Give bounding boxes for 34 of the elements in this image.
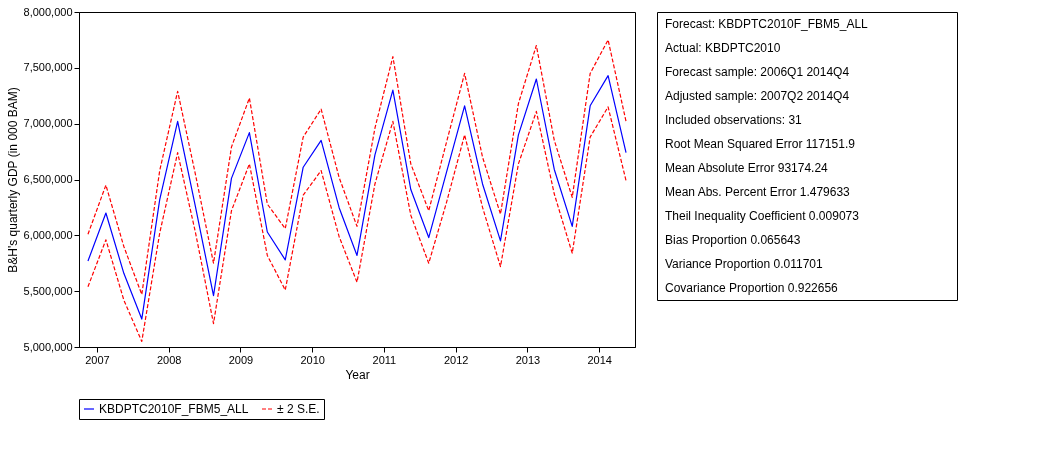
legend-label: KBDPTC2010F_FBM5_ALL [99,402,249,416]
x-tick-label: 2008 [156,353,182,366]
legend-label: ± 2 S.E. [277,402,320,416]
text: Mean Abs. Percent Error 1.479633 [665,185,851,199]
x-tick-label: 2010 [300,353,325,366]
line-series [87,106,627,343]
x-tick-label: 2009 [228,353,254,366]
y-tick-label: 8,000,000 [23,5,73,18]
text: Bias Proportion 0.065643 [665,233,801,247]
text: Variance Proportion 0.011701 [665,257,823,271]
text: Root Mean Squared Error 117151.9 [665,137,856,151]
text: Actual: KBDPTC2010 [665,41,781,55]
y-tick-label: 5,000,000 [23,340,73,353]
y-tick-label: 6,000,000 [23,228,73,241]
line-series [87,39,627,296]
text: Adjusted sample: 2007Q2 2014Q4 [665,89,850,103]
x-tick-label: 2014 [587,353,612,366]
y-axis-title: B&H's quarterly GDP (in 000 BAM) [5,87,20,273]
x-tick-label: 2013 [515,353,541,366]
text: Included observations: 31 [665,113,803,127]
x-tick-label: 2007 [85,353,110,366]
text: Mean Absolute Error 93174.24 [665,161,829,175]
text: Forecast sample: 2006Q1 2014Q4 [665,65,850,79]
line-series [87,75,627,320]
y-tick-label: 7,000,000 [23,117,73,130]
x-axis-title: Year [345,367,370,382]
x-tick-label: 2011 [372,353,397,366]
y-tick-label: 5,500,000 [23,284,73,297]
text: Theil Inequality Coefficient 0.009073 [665,209,860,223]
x-tick-label: 2012 [443,353,469,366]
text: Forecast: KBDPTC2010F_FBM5_ALL [665,17,869,31]
y-tick-label: 7,500,000 [23,61,73,74]
text: Covariance Proportion 0.922656 [665,281,839,295]
y-tick-label: 6,500,000 [23,173,73,185]
